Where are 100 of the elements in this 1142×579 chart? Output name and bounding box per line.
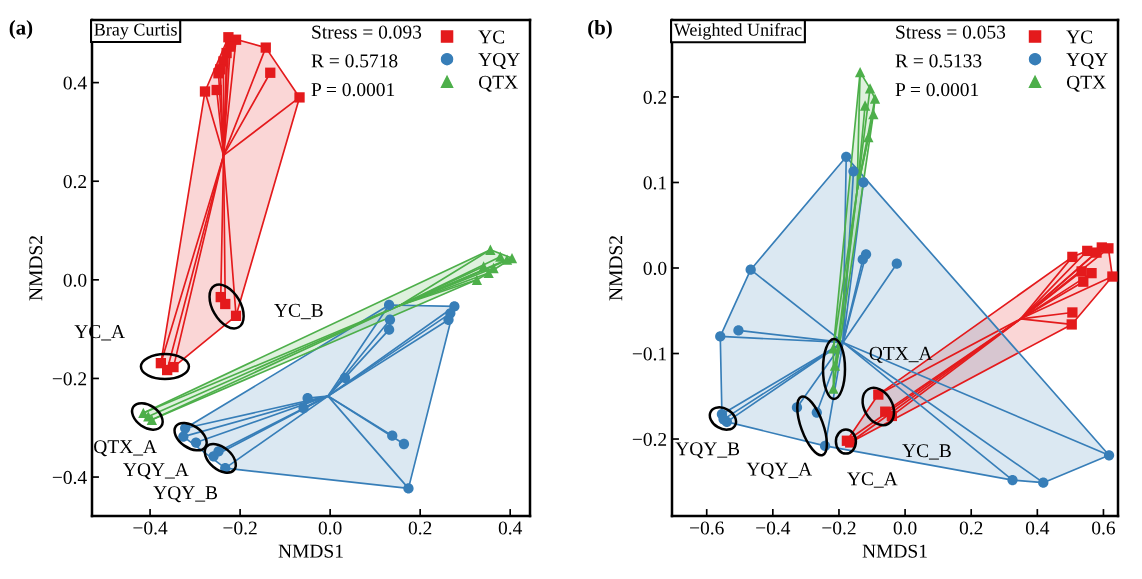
x-tick-label: 0.0 [893,521,917,535]
annotation: YQY_B [675,442,740,459]
x-tick-label: 0.4 [498,521,523,535]
annotation: YC_A [847,472,898,488]
y-tick-label: 0.0 [63,273,87,287]
annotation: P = 0.0001 [311,83,395,97]
point [302,393,313,404]
point [1086,267,1097,279]
annotation: R = 0.5133 [895,54,982,68]
chart-subtitle: Weighted Unifrac [673,22,802,40]
point [745,264,756,275]
x-tick-label: 0.4 [1025,521,1050,535]
point [168,361,179,373]
point [854,67,866,78]
point [339,372,351,384]
x-tick-label: −0.2 [822,521,856,535]
legend-label: YQY [478,53,520,70]
point [260,42,271,53]
point [230,310,242,321]
y-tick-label: 0.1 [643,176,666,190]
legend-label: QTX [478,75,518,92]
point [1066,319,1077,330]
point [1076,266,1087,277]
y-tick-label: 0.4 [63,76,87,90]
point [848,166,859,177]
annotation: YQY_B [153,486,218,503]
y-tick-label: 0.2 [643,90,667,104]
legend-label: QTX [1066,75,1106,92]
point [891,258,902,269]
point [387,430,398,441]
point [1067,251,1078,263]
annotation: Stress = 0.053 [896,25,1006,39]
y-tick-label: −0.2 [52,372,87,386]
point [443,314,454,325]
point [298,402,309,414]
point [863,132,874,143]
point [858,177,869,188]
point [828,383,839,394]
point [864,83,876,94]
point [1067,307,1078,318]
point [1103,243,1114,254]
x-tick-label: −0.2 [223,521,257,535]
point [859,100,871,111]
chart-title: (a) [9,20,33,39]
annotation: YQY_A [746,462,813,479]
point [1103,450,1115,461]
y-tick-label: 0.2 [63,175,87,189]
point [715,331,726,342]
point [495,251,506,262]
x-tick-label: 0.2 [959,521,983,535]
point [478,261,489,272]
point [403,483,414,494]
annotation: P = 0.0001 [895,83,979,97]
x-tick-label: −0.6 [690,521,724,535]
y-tick-label: −0.4 [52,470,87,485]
point [501,254,513,265]
y-tick-label: −0.2 [632,432,667,447]
legend-label: YC [478,30,505,44]
point [841,151,852,162]
point [294,92,305,103]
point [384,314,396,325]
point [829,360,841,371]
point [383,324,395,335]
annotation: Stress = 0.093 [312,25,422,39]
x-axis-title: NMDS1 [862,544,927,558]
point [1107,271,1118,282]
point [265,67,276,78]
point [733,325,744,336]
annotation: QTX_A [94,440,157,457]
annotation: YC_B [902,444,951,460]
legend-label: YC [1066,30,1093,44]
annotation: YC_B [274,303,323,320]
legend-label: YQY [1066,53,1108,70]
annotation: QTX_A [869,346,933,363]
x-tick-label: −0.4 [133,521,168,535]
x-tick-label: −0.4 [756,521,791,535]
y-axis-title: NMDS2 [29,236,43,301]
point [178,431,189,442]
point [860,249,872,260]
point [485,244,496,255]
point [199,86,211,97]
annotation: R = 0.5718 [311,54,398,68]
x-axis-title: NMDS1 [278,544,343,558]
point [383,299,395,311]
chart-title: (b) [588,20,612,39]
x-tick-label: 0.2 [408,521,432,535]
y-axis-title: NMDS2 [609,236,623,301]
point [1091,247,1102,258]
point [211,84,222,96]
point [213,68,224,79]
x-tick-label: 0.6 [1092,521,1116,535]
point [208,451,219,462]
point [1007,474,1018,486]
y-tick-label: 0.0 [643,261,667,276]
point [1078,276,1089,287]
point [471,274,483,285]
y-tick-label: −0.1 [632,347,666,361]
annotation: YQY_A [123,463,189,480]
x-tick-label: 0.0 [318,521,342,535]
point [869,93,881,104]
